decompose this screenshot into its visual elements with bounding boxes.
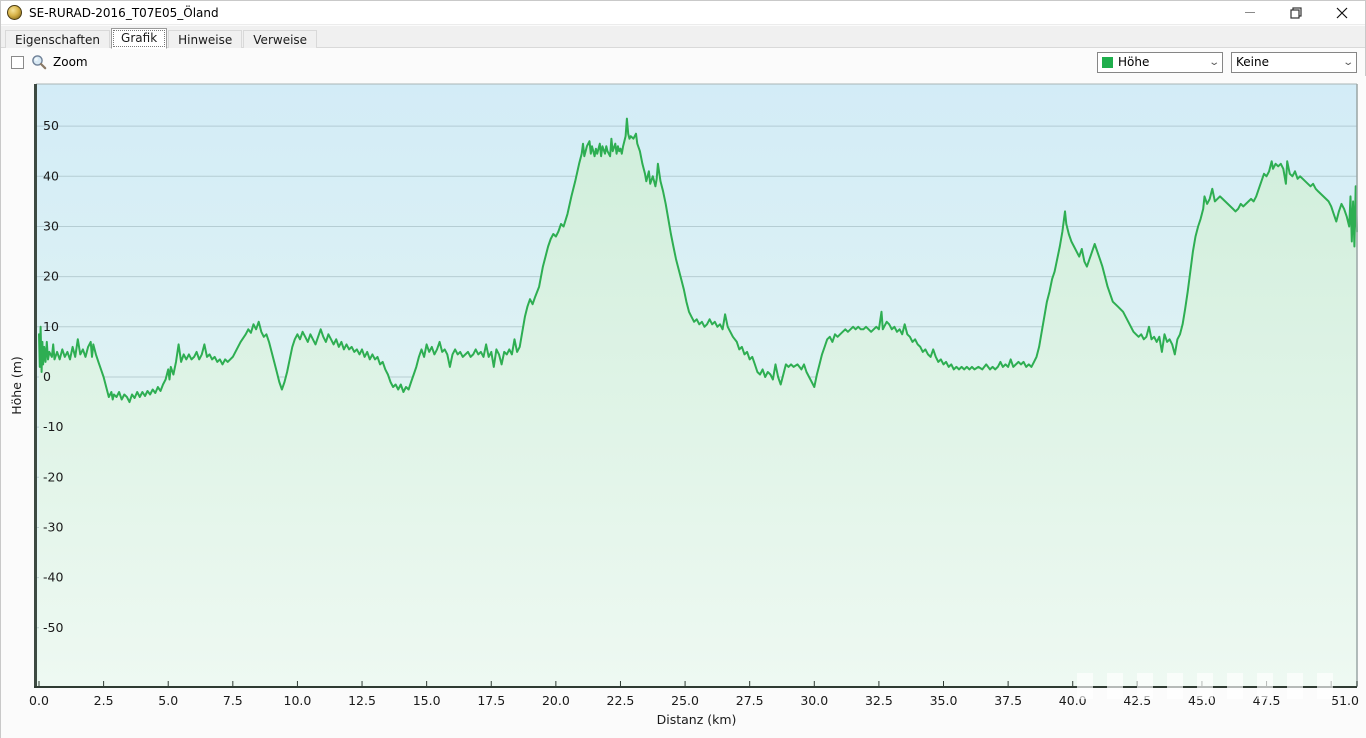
y-tick-label: 40: [43, 168, 59, 183]
titlebar: SE-RURAD-2016_T07E05_Öland: [1, 1, 1365, 25]
tab-verweise[interactable]: Verweise: [243, 30, 318, 48]
elevation-chart[interactable]: 50 40 30 20 10 0 -10 -20 -30 -40 -50 0.0 2.5 5.0 7.5 10…: [1, 76, 1366, 738]
y-tick-label: -30: [43, 519, 63, 534]
x-tick-label: 12.5: [348, 693, 376, 708]
tab-strip: Eigenschaften Grafik Hinweise Verweise: [1, 26, 1365, 49]
x-tick-label: 15.0: [413, 693, 441, 708]
y-tick-label: -20: [43, 469, 63, 484]
y-tick-label: 20: [43, 269, 59, 284]
x-tick-label: 22.5: [607, 693, 635, 708]
tab-grafik[interactable]: Grafik: [111, 28, 168, 49]
tab-eigenschaften[interactable]: Eigenschaften: [5, 30, 111, 48]
x-tick-label: 40.0: [1059, 693, 1087, 708]
x-tick-label: 10.0: [284, 693, 312, 708]
magnifier-icon: [32, 55, 47, 70]
x-tick-label: 32.5: [865, 693, 893, 708]
y-axis-line: [34, 84, 37, 687]
x-tick-label: 0.0: [29, 693, 49, 708]
close-button[interactable]: [1319, 1, 1365, 24]
tab-hinweise[interactable]: Hinweise: [168, 30, 243, 48]
elevation-line: [38, 117, 1358, 404]
restore-button[interactable]: [1273, 1, 1319, 24]
x-tick-label: 2.5: [94, 693, 114, 708]
chevron-down-icon: ⌄: [1207, 56, 1220, 68]
y-tick-label: -40: [43, 570, 63, 585]
x-tick-label: 17.5: [477, 693, 505, 708]
zoom-checkbox[interactable]: [11, 55, 24, 69]
x-tick-label: 45.0: [1188, 693, 1216, 708]
x-tick-label: 47.5: [1253, 693, 1281, 708]
y-tick-label: -50: [43, 620, 63, 635]
x-tick-label: 30.0: [800, 693, 828, 708]
minimize-button[interactable]: [1227, 1, 1273, 24]
overlay-dropdown[interactable]: Keine ⌄: [1231, 51, 1357, 73]
x-tick-label: 51.0: [1331, 693, 1359, 708]
zoom-checkbox-label[interactable]: Zoom: [53, 55, 88, 69]
series-color-swatch: [1102, 56, 1113, 68]
x-tick-label: 37.5: [994, 693, 1022, 708]
x-tick-label: 42.5: [1123, 693, 1151, 708]
y-tick-label: 10: [43, 319, 59, 334]
window-title: SE-RURAD-2016_T07E05_Öland: [29, 5, 219, 20]
overlay-dropdown-value: Keine: [1236, 55, 1269, 69]
x-tick-label: 20.0: [542, 693, 570, 708]
elevation-profile-plot[interactable]: 50 40 30 20 10 0 -10 -20 -30 -40 -50 0.0 2.5 5.0 7.5 10…: [1, 76, 1366, 738]
x-tick-label: 27.5: [736, 693, 764, 708]
x-tick-label: 35.0: [930, 693, 958, 708]
y-tick-label: 0: [43, 369, 51, 384]
series-dropdown[interactable]: Höhe ⌄: [1097, 51, 1223, 73]
series-dropdown-value: Höhe: [1118, 55, 1150, 69]
y-tick-label: -10: [43, 419, 63, 434]
x-tick-label: 25.0: [671, 693, 699, 708]
x-tick-label: 5.0: [158, 693, 178, 708]
chevron-down-icon: ⌄: [1341, 56, 1354, 68]
y-tick-label: 50: [43, 118, 59, 133]
chart-toolbar: Zoom Höhe ⌄ Keine ⌄: [1, 48, 1365, 76]
x-tick-label: 7.5: [223, 693, 243, 708]
y-tick-label: 30: [43, 218, 59, 233]
x-axis-title: Distanz (km): [657, 712, 737, 727]
app-icon: [7, 5, 22, 20]
elevation-area-fill: [39, 118, 1357, 688]
y-axis-title: Höhe (m): [9, 356, 24, 415]
